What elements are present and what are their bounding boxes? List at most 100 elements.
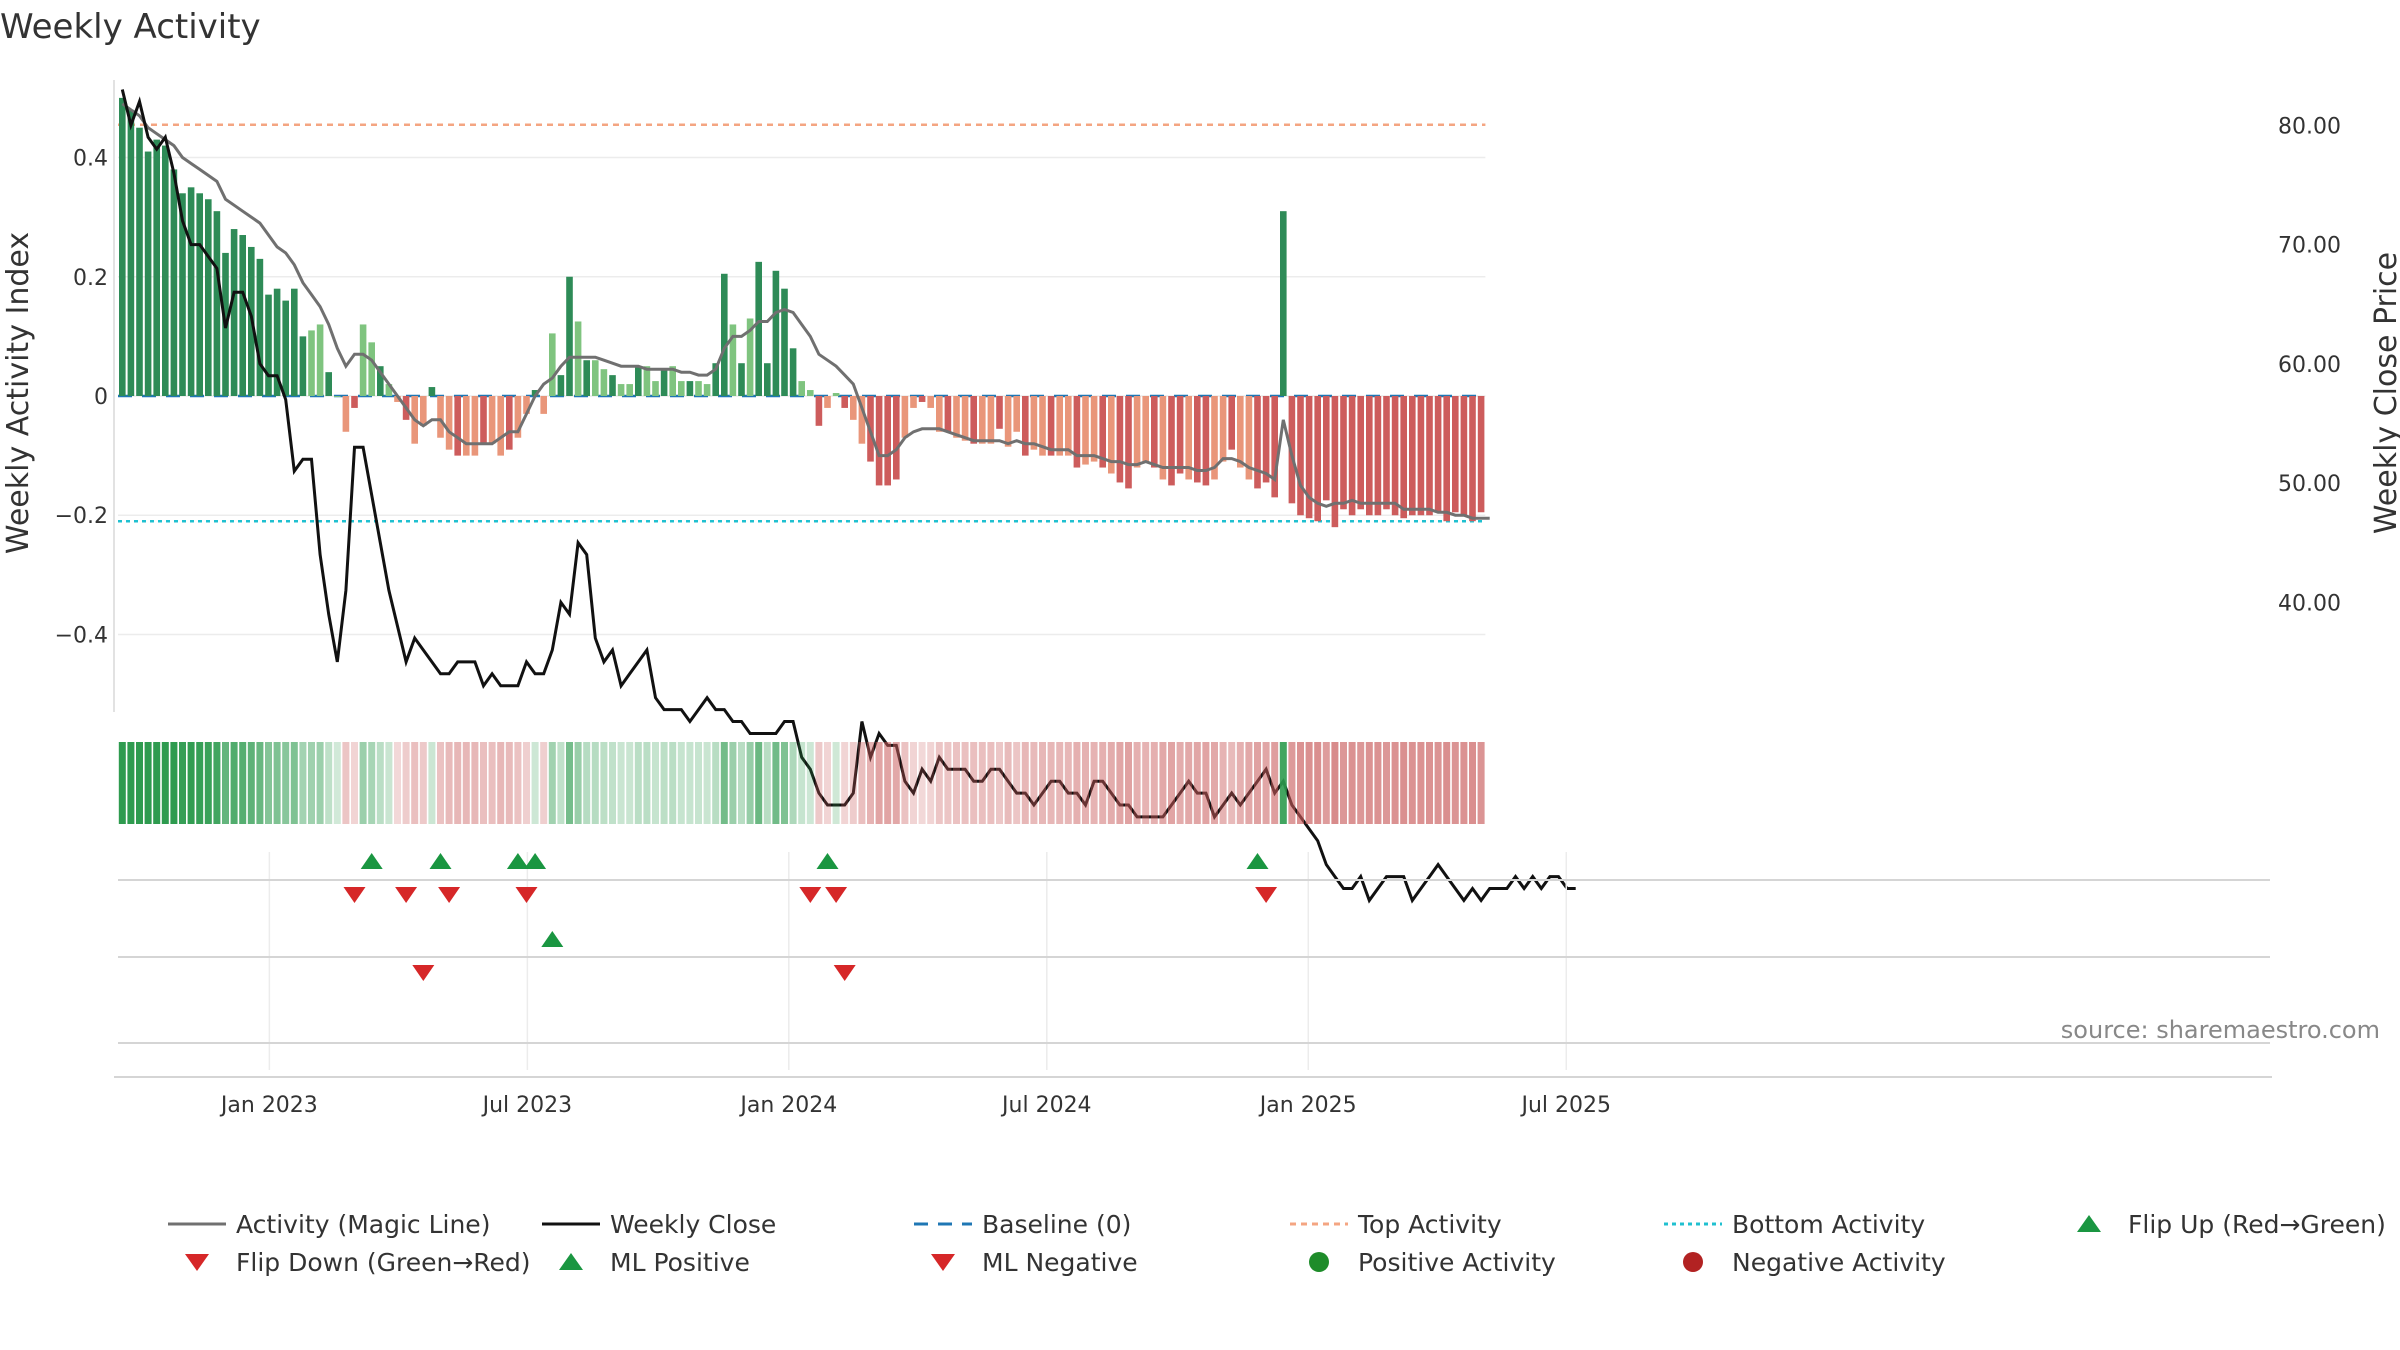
heat-cell bbox=[351, 742, 358, 824]
ml-positive-marker bbox=[541, 931, 564, 947]
heat-cell bbox=[299, 742, 307, 824]
heat-cell bbox=[1374, 742, 1382, 824]
heat-cell bbox=[1047, 742, 1055, 824]
activity-bar bbox=[566, 276, 573, 396]
activity-bar bbox=[850, 396, 857, 420]
activity-bar bbox=[961, 396, 969, 441]
activity-bar bbox=[1323, 396, 1330, 501]
activity-bar bbox=[463, 396, 470, 456]
heat-cell bbox=[1262, 742, 1270, 824]
activity-bar bbox=[162, 145, 169, 396]
legend-label: Positive Activity bbox=[1358, 1248, 1556, 1277]
activity-bar bbox=[738, 363, 745, 396]
activity-bar bbox=[1176, 396, 1184, 474]
right-axis-ticks: 80.00 70.00 60.00 50.00 40.00 bbox=[2278, 114, 2341, 616]
heat-cell bbox=[695, 742, 702, 824]
heat-cell bbox=[359, 742, 367, 824]
heat-cell bbox=[703, 742, 711, 824]
activity-bar bbox=[781, 288, 788, 396]
heat-cell bbox=[548, 742, 556, 824]
activity-bar bbox=[600, 369, 608, 396]
activity-bar bbox=[936, 396, 943, 432]
activity-bar bbox=[256, 258, 264, 396]
activity-bar bbox=[927, 396, 934, 408]
legend-item-close: Weekly Close bbox=[542, 1210, 776, 1239]
heat-cell bbox=[445, 742, 453, 824]
activity-bar bbox=[772, 270, 780, 396]
activity-bar bbox=[1400, 396, 1407, 519]
activity-bar bbox=[824, 396, 831, 408]
activity-bar bbox=[901, 396, 909, 438]
activity-bar bbox=[953, 396, 960, 438]
activity-bar bbox=[652, 381, 659, 396]
activity-bar bbox=[1159, 396, 1167, 480]
y-tick-label: 0.2 bbox=[73, 266, 108, 291]
activity-bar bbox=[979, 396, 986, 444]
heat-cell bbox=[720, 742, 728, 824]
activity-bar bbox=[179, 193, 186, 396]
activity-bar bbox=[196, 193, 203, 396]
activity-bar bbox=[291, 288, 298, 396]
activity-bar bbox=[884, 396, 891, 486]
heat-cell bbox=[368, 742, 376, 824]
heat-cell bbox=[1193, 742, 1201, 824]
heat-cell bbox=[1056, 742, 1064, 824]
activity-bar bbox=[1039, 396, 1046, 456]
activity-bar bbox=[858, 396, 866, 444]
flip-up-marker bbox=[1246, 853, 1269, 869]
x-tick-label: Jul 2025 bbox=[1519, 1093, 1611, 1118]
x-tick-label: Jul 2023 bbox=[481, 1093, 573, 1118]
heat-cell bbox=[290, 742, 298, 824]
activity-bar bbox=[609, 375, 616, 396]
activity-bar bbox=[1219, 396, 1227, 462]
heat-cell bbox=[686, 742, 694, 824]
heat-cell bbox=[170, 742, 178, 824]
activity-bar bbox=[712, 363, 719, 396]
legend-item-mlpos: ML Positive bbox=[559, 1248, 750, 1277]
heat-cell bbox=[419, 742, 427, 824]
activity-bar bbox=[549, 333, 556, 396]
activity-bar bbox=[136, 127, 143, 396]
activity-bar bbox=[359, 324, 367, 396]
heat-cell bbox=[1039, 742, 1046, 824]
heat-cell bbox=[626, 742, 634, 824]
activity-bar bbox=[454, 396, 461, 456]
activity-bar bbox=[1331, 396, 1339, 528]
heat-cell bbox=[1125, 742, 1132, 824]
activity-bar bbox=[523, 396, 530, 414]
heat-cell bbox=[265, 742, 272, 824]
activity-bar bbox=[1357, 396, 1364, 510]
heat-cell bbox=[600, 742, 608, 824]
legend-item-posact: Positive Activity bbox=[1309, 1248, 1556, 1277]
flip-down-marker bbox=[343, 887, 366, 903]
heat-cell bbox=[798, 742, 806, 824]
heat-cell bbox=[282, 742, 290, 824]
heat-cell bbox=[437, 742, 444, 824]
legend: Activity (Magic Line) Weekly Close Baselin… bbox=[168, 1210, 2386, 1277]
activity-bar bbox=[1099, 396, 1106, 468]
activity-bar bbox=[807, 390, 814, 396]
heat-cell bbox=[505, 742, 513, 824]
legend-item-mlneg: ML Negative bbox=[931, 1248, 1138, 1277]
legend-label: Flip Up (Red→Green) bbox=[2128, 1210, 2386, 1239]
activity-bar bbox=[334, 396, 341, 397]
activity-bar bbox=[394, 396, 401, 402]
y-tick-label: 0 bbox=[94, 385, 108, 410]
heat-cell bbox=[256, 742, 264, 824]
ml-negative-marker bbox=[833, 965, 856, 981]
left-axis-ticks: 0.4 0.2 0 −0.2 −0.4 bbox=[55, 147, 108, 649]
heat-cell bbox=[1064, 742, 1072, 824]
legend-label: Activity (Magic Line) bbox=[236, 1210, 490, 1239]
activity-bar bbox=[1452, 396, 1459, 513]
y2-tick-label: 50.00 bbox=[2278, 472, 2341, 497]
flip-down-marker bbox=[515, 887, 538, 903]
legend-item-top: Top Activity bbox=[1290, 1210, 1502, 1239]
activity-bar bbox=[703, 384, 711, 396]
activity-bar bbox=[497, 396, 504, 456]
activity-bar bbox=[1168, 396, 1175, 486]
activity-bar bbox=[1383, 396, 1390, 510]
activity-bar bbox=[1262, 396, 1270, 483]
heat-cell bbox=[316, 742, 324, 824]
activity-bar bbox=[1340, 396, 1347, 510]
activity-bar bbox=[918, 396, 926, 402]
